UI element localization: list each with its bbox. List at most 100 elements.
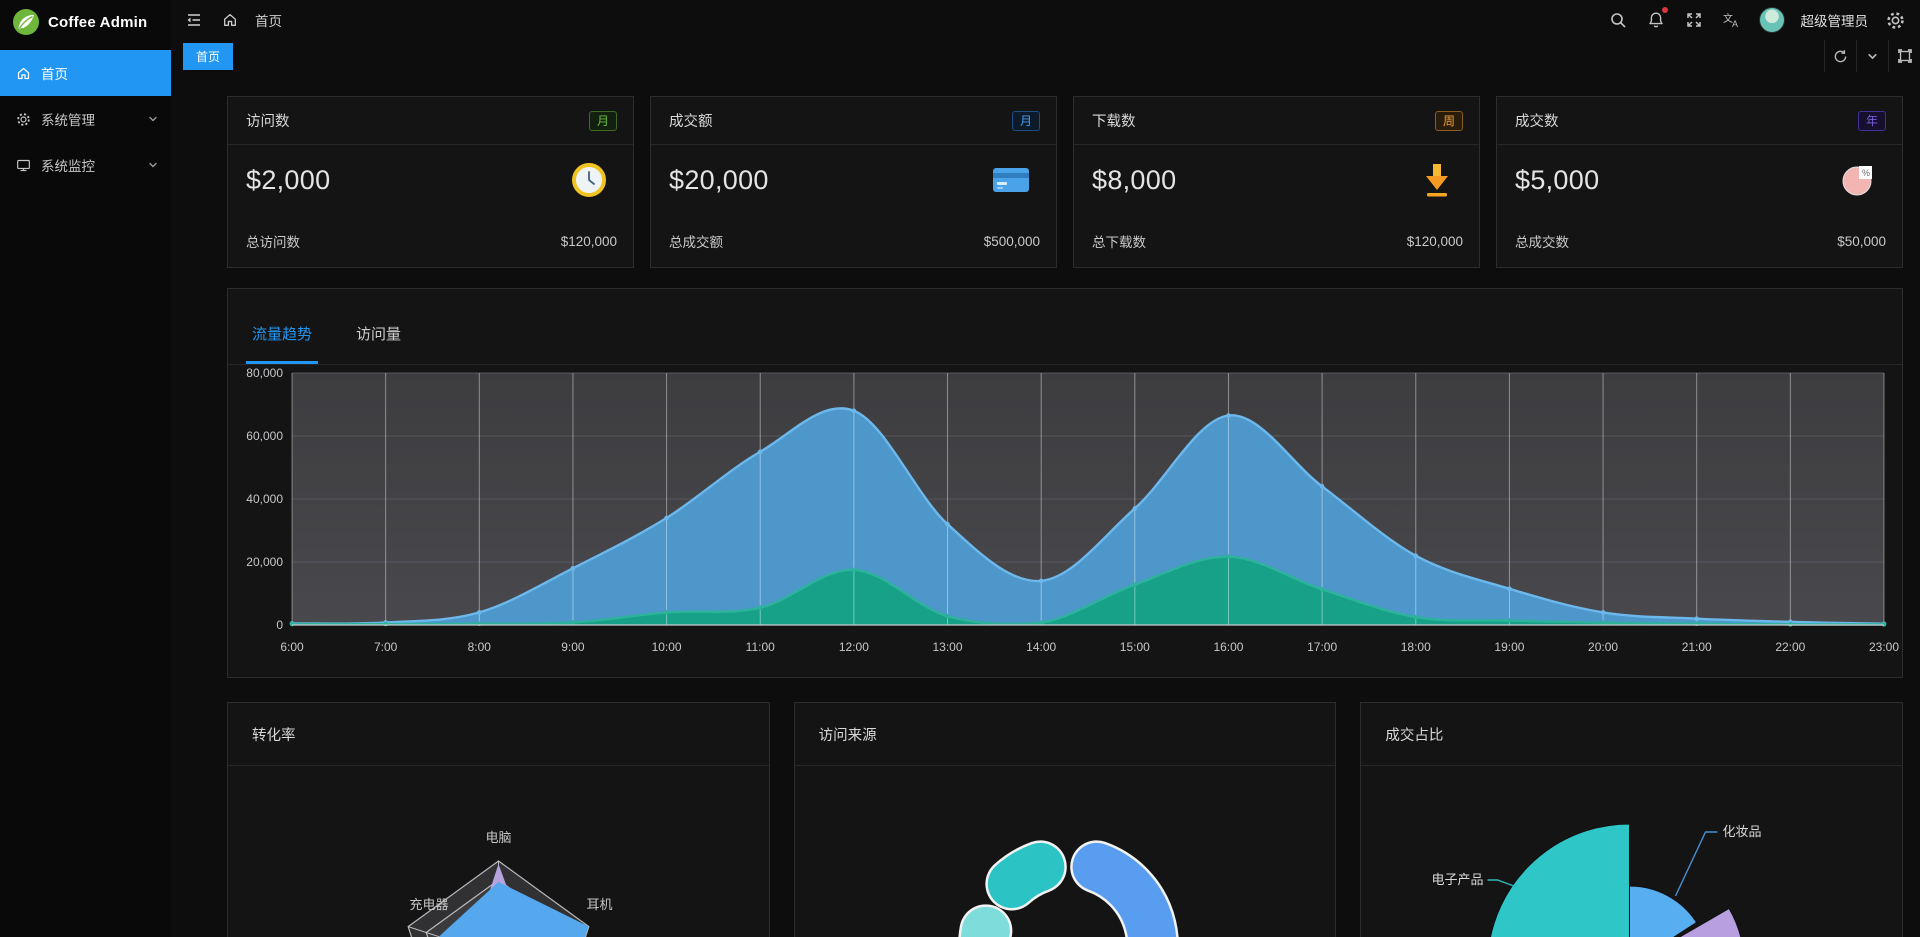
stat-card-footer: 总访问数 $120,000 — [228, 215, 633, 267]
sidebar-item-system-monitor[interactable]: 系统监控 — [0, 142, 171, 188]
svg-text:20,000: 20,000 — [246, 555, 283, 569]
svg-text:22:00: 22:00 — [1775, 640, 1805, 654]
stat-footer-value: $120,000 — [560, 233, 617, 249]
menu-fold-icon — [187, 14, 200, 26]
monitor-icon — [17, 159, 30, 171]
svg-text:6:00: 6:00 — [280, 640, 304, 654]
stat-card-title: 成交额 — [669, 114, 713, 130]
period-badge: 月 — [1011, 110, 1040, 131]
deal-share-card: 成交占比 化妆品 电子产品 — [1360, 702, 1903, 937]
svg-text:12:00: 12:00 — [839, 640, 869, 654]
svg-text:13:00: 13:00 — [933, 640, 963, 654]
fullscreen-button[interactable] — [1683, 9, 1705, 31]
app-logo: Coffee Admin — [0, 0, 171, 44]
maximize-icon — [1897, 49, 1912, 63]
sidebar-menu: 首页 系统管理 系统监控 — [0, 50, 171, 188]
collapse-sidebar-button[interactable] — [183, 9, 205, 31]
stat-card-deals: 成交数 年 $5,000 % 总成交数 $50,000 — [1496, 96, 1903, 268]
sidebar-item-home[interactable]: 首页 — [0, 50, 171, 96]
top-navbar: 首页 — [171, 0, 1920, 40]
language-button[interactable]: 文 A — [1721, 9, 1743, 31]
svg-text:电脑: 电脑 — [485, 830, 511, 845]
traffic-trend-card: 流量趋势 访问量 0 20,000 40,000 60,000 80,000 6:00 7:… — [227, 288, 1903, 678]
visit-source-card: 访问来源 — [793, 702, 1337, 937]
maximize-view-button[interactable] — [1888, 40, 1920, 72]
stat-footer-value: $120,000 — [1406, 233, 1463, 249]
user-avatar[interactable] — [1758, 7, 1785, 33]
gear-icon — [17, 112, 30, 126]
trend-tabs: 流量趋势 访问量 — [228, 289, 1902, 365]
svg-text:充电器: 充电器 — [409, 897, 448, 912]
svg-text:14:00: 14:00 — [1026, 640, 1056, 654]
sidebar-item-label: 系统管理 — [41, 113, 95, 128]
svg-text:10:00: 10:00 — [652, 640, 682, 654]
tab-visit-volume[interactable]: 访问量 — [356, 326, 402, 343]
bell-icon — [1648, 12, 1663, 28]
sidebar-item-label: 首页 — [41, 67, 68, 82]
navbar-left: 首页 — [183, 9, 282, 31]
svg-text:%: % — [1862, 168, 1870, 178]
svg-text:80,000: 80,000 — [246, 366, 283, 380]
breadcrumb-home-button[interactable] — [219, 9, 241, 31]
stat-cards-row: 访问数 月 $2,000 总访问数 $120,000 — [227, 96, 1903, 268]
stat-card-footer: 总成交数 $50,000 — [1497, 215, 1902, 267]
card-title: 成交占比 — [1361, 703, 1902, 766]
svg-text:23:00: 23:00 — [1869, 640, 1899, 654]
tabbar-tools — [1824, 40, 1920, 72]
page-tabbar: 首页 — [171, 40, 1920, 72]
settings-button[interactable] — [1884, 9, 1906, 31]
breadcrumb: 首页 — [255, 14, 282, 29]
stat-card-title: 下载数 — [1092, 114, 1136, 130]
stat-card-footer: 总成交额 $500,000 — [651, 215, 1056, 267]
stat-footer-label: 总成交额 — [669, 235, 723, 250]
notification-dot — [1661, 7, 1668, 13]
stat-card-downloads: 下载数 周 $8,000 总下载数 $120,000 — [1073, 96, 1480, 268]
navbar-right: 文 A 超级管理员 — [1607, 7, 1907, 33]
traffic-trend-chart: 0 20,000 40,000 60,000 80,000 6:00 7:00 8:00 9:0… — [228, 365, 1902, 665]
sidebar-item-system-management[interactable]: 系统管理 — [0, 96, 171, 142]
stat-footer-label: 总下载数 — [1092, 235, 1146, 250]
username: 超级管理员 — [1800, 14, 1869, 29]
svg-text:15:00: 15:00 — [1120, 640, 1150, 654]
refresh-tab-button[interactable] — [1824, 40, 1856, 72]
stat-footer-value: $50,000 — [1837, 233, 1886, 249]
home-icon — [17, 67, 30, 79]
period-badge: 月 — [588, 110, 617, 131]
svg-text:16:00: 16:00 — [1213, 640, 1243, 654]
translate-icon: 文 A — [1723, 12, 1738, 29]
period-badge: 周 — [1434, 110, 1463, 131]
tab-traffic-trend[interactable]: 流量趋势 — [245, 323, 319, 364]
sidebar: Coffee Admin 首页 系统管理 — [0, 0, 171, 937]
tab-options-button[interactable] — [1856, 40, 1888, 72]
svg-text:21:00: 21:00 — [1682, 640, 1712, 654]
svg-text:化妆品: 化妆品 — [1723, 824, 1762, 839]
conversion-radar-chart: 电脑 耳机 充电器 — [228, 766, 769, 937]
app-title: Coffee Admin — [48, 13, 148, 31]
search-button[interactable] — [1607, 9, 1629, 31]
svg-text:60,000: 60,000 — [246, 429, 283, 443]
refresh-icon — [1834, 49, 1847, 62]
notifications-button[interactable] — [1645, 7, 1668, 31]
clock-icon — [572, 163, 606, 197]
stat-card-visits: 访问数 月 $2,000 总访问数 $120,000 — [227, 96, 634, 268]
stat-card-value-row: $20,000 — [651, 145, 1056, 215]
main-area: 首页 — [171, 0, 1920, 937]
svg-text:17:00: 17:00 — [1307, 640, 1337, 654]
page-tab-home[interactable]: 首页 — [183, 42, 234, 70]
svg-text:文: 文 — [1723, 12, 1733, 25]
bank-card-icon — [993, 168, 1029, 192]
svg-text:19:00: 19:00 — [1494, 640, 1524, 654]
stat-footer-label: 总访问数 — [246, 235, 300, 250]
stat-card-value: $5,000 — [1515, 164, 1600, 195]
stat-card-value: $20,000 — [669, 164, 769, 195]
stat-card-value-row: $2,000 — [228, 145, 633, 215]
expand-icon — [1686, 13, 1701, 27]
svg-text:0: 0 — [276, 618, 283, 632]
download-icon — [1426, 164, 1448, 197]
svg-text:11:00: 11:00 — [746, 640, 775, 654]
stat-card-header: 下载数 周 — [1074, 97, 1479, 145]
period-badge: 年 — [1857, 110, 1886, 131]
stat-card-header: 成交数 年 — [1497, 97, 1902, 145]
svg-text:9:00: 9:00 — [561, 640, 585, 654]
